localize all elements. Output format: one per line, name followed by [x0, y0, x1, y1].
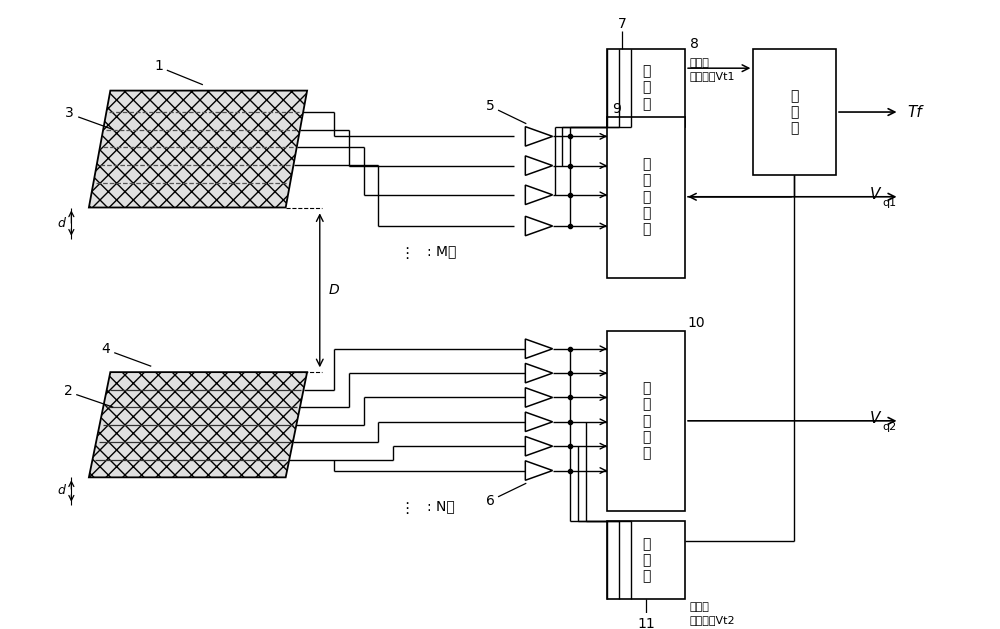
Text: 6: 6 [486, 494, 495, 508]
Text: 停止信号Vt2: 停止信号Vt2 [690, 615, 736, 625]
Text: V: V [870, 411, 881, 426]
Bar [607, 117, 685, 277]
Text: 后薄膜: 后薄膜 [690, 602, 710, 612]
Polygon shape [525, 126, 553, 146]
Polygon shape [525, 437, 553, 456]
Text: 11: 11 [637, 618, 655, 629]
Bar [607, 48, 685, 126]
Text: q1: q1 [883, 198, 897, 208]
Text: ⋮: ⋮ [399, 501, 414, 516]
Text: : M个: : M个 [427, 244, 456, 259]
Text: 8: 8 [690, 37, 699, 51]
Text: q2: q2 [883, 421, 897, 431]
Text: 7: 7 [617, 18, 626, 31]
Polygon shape [525, 412, 553, 431]
Polygon shape [89, 91, 307, 208]
Text: 触
发
器: 触 发 器 [642, 65, 650, 111]
Text: V: V [870, 187, 881, 203]
Bar [753, 48, 836, 175]
Polygon shape [525, 339, 553, 359]
Text: 触
发
器: 触 发 器 [642, 537, 650, 583]
Text: 加
法
放
大
器: 加 法 放 大 器 [642, 381, 650, 460]
Text: 2: 2 [64, 384, 73, 398]
Text: 计
数
器: 计 数 器 [790, 89, 798, 135]
Polygon shape [525, 387, 553, 407]
Text: 3: 3 [65, 106, 74, 120]
Text: 加
法
放
大
器: 加 法 放 大 器 [642, 157, 650, 236]
Polygon shape [89, 372, 307, 477]
Polygon shape [525, 364, 553, 383]
Text: 1: 1 [155, 59, 163, 73]
Polygon shape [525, 185, 553, 204]
Text: 5: 5 [486, 99, 495, 113]
Bar [607, 521, 685, 599]
Text: 9: 9 [612, 102, 621, 116]
Text: Tf: Tf [907, 104, 922, 120]
Text: D: D [329, 283, 340, 298]
Text: : N个: : N个 [427, 499, 455, 513]
Text: 前薄膜: 前薄膜 [690, 58, 710, 69]
Text: d: d [58, 216, 66, 230]
Polygon shape [525, 216, 553, 236]
Text: 4: 4 [101, 342, 110, 356]
Text: 起始信号Vt1: 起始信号Vt1 [690, 71, 735, 81]
Text: 10: 10 [687, 316, 705, 330]
Text: d: d [58, 484, 66, 498]
Polygon shape [525, 156, 553, 175]
Bar [607, 331, 685, 511]
Polygon shape [525, 461, 553, 481]
Text: ⋮: ⋮ [399, 246, 414, 261]
